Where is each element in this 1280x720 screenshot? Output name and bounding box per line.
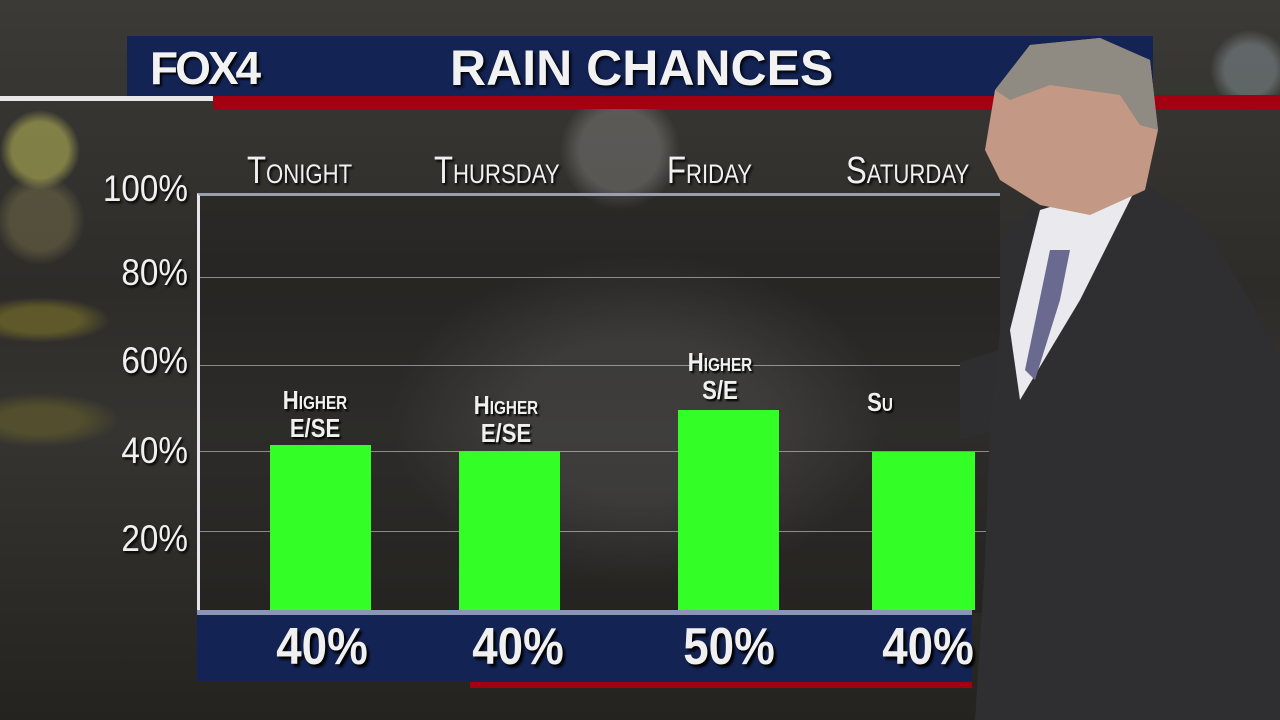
bar-note-friday: Higher S/E xyxy=(669,348,771,404)
day-label-friday: Friday xyxy=(667,150,753,192)
header-banner xyxy=(127,36,1153,96)
value-tonight: 40% xyxy=(276,618,368,676)
note-line-2: S/E xyxy=(702,375,738,405)
bar-note-thursday: Higher E/SE xyxy=(455,391,557,447)
page-title: RAIN CHANCES xyxy=(450,40,834,96)
note-line-2: E/SE xyxy=(480,418,532,448)
y-tick-80: 80% xyxy=(121,252,188,293)
gridline-40 xyxy=(200,451,1000,452)
bar-saturday xyxy=(872,452,975,610)
y-tick-40: 40% xyxy=(121,430,188,471)
value-band xyxy=(197,615,972,681)
value-friday: 50% xyxy=(683,618,775,676)
bar-note-saturday: Su xyxy=(846,388,914,416)
bar-note-tonight: Higher E/SE xyxy=(264,386,366,442)
gridline-60 xyxy=(200,365,1000,366)
gridline-80 xyxy=(200,277,1000,278)
bar-friday xyxy=(678,410,779,610)
presenter-figure xyxy=(960,38,1280,720)
header-white-stripe xyxy=(0,96,213,101)
day-label-saturday: Saturday xyxy=(846,150,970,192)
fox4-logo: FOX4 xyxy=(150,42,261,94)
x-axis-baseline xyxy=(197,610,972,615)
y-tick-20: 20% xyxy=(121,518,188,559)
note-line-1: Higher xyxy=(473,390,539,420)
note-line-1: Higher xyxy=(282,385,348,415)
value-thursday: 40% xyxy=(472,618,564,676)
gridline-20 xyxy=(200,531,1000,532)
bar-tonight xyxy=(270,445,371,610)
day-label-thursday: Thursday xyxy=(434,150,560,192)
bar-thursday xyxy=(459,451,560,610)
day-label-tonight: Tonight xyxy=(247,150,353,192)
note-line-1: Su xyxy=(867,387,893,417)
y-tick-100: 100% xyxy=(102,168,188,209)
value-saturday: 40% xyxy=(882,618,974,676)
value-band-red-stripe xyxy=(470,682,972,688)
y-tick-60: 60% xyxy=(121,340,188,381)
note-line-2: E/SE xyxy=(289,413,341,443)
note-line-1: Higher xyxy=(687,347,753,377)
